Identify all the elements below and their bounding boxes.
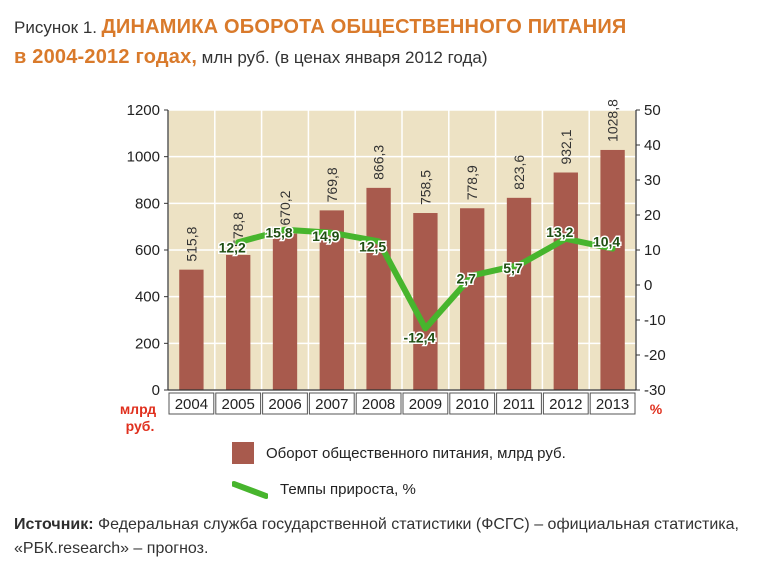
source-text: Федеральная служба государственной стати…: [14, 516, 739, 557]
x-tick-box: [168, 392, 215, 415]
x-tick-label: 2012: [549, 396, 582, 413]
growth-value-label: 15,8: [265, 225, 292, 241]
left-tick-label: 200: [135, 335, 160, 352]
x-tick-box: [355, 392, 402, 415]
right-axis-unit: %: [650, 401, 663, 417]
chart-canvas: 0 200 400 600 800 1000 1200 -30 -20 -10 0 10 20 30 40 5…: [120, 99, 666, 434]
bar-value-label: 758,5: [417, 170, 433, 205]
bar-value-label: 932,1: [558, 129, 574, 164]
x-tick-label: 2010: [456, 396, 489, 413]
bar: [413, 213, 438, 390]
left-tick-label: 0: [152, 382, 160, 399]
bar-value-label: 1028,8: [605, 99, 621, 142]
legend-item-line: Темпы прироста, %: [232, 478, 416, 500]
bar: [226, 254, 251, 390]
x-tick-label: 2007: [315, 396, 348, 413]
bar-value-label: 823,6: [511, 155, 527, 190]
bar: [460, 208, 485, 390]
x-tick-box: [542, 392, 589, 415]
right-tick-label: 20: [644, 207, 661, 224]
x-tick-label: 2011: [503, 396, 535, 413]
left-tick-label: 400: [135, 289, 160, 306]
bar: [179, 269, 204, 390]
x-tick-box: [496, 392, 542, 415]
x-tick-box: [308, 392, 355, 415]
growth-value-label: 5,7: [503, 260, 523, 276]
title-line-2: в 2004-2012 годах, млн руб. (в ценах янв…: [14, 46, 488, 69]
legend-bar-label: Оборот общественного питания, млрд руб.: [266, 444, 566, 462]
chart-unit-note: млн руб. (в ценах января 2012 года): [201, 48, 488, 67]
x-tick-box: [215, 392, 262, 415]
growth-value-label: 10,4: [593, 234, 620, 250]
left-tick-label: 1000: [127, 149, 160, 166]
x-tick-label: 2009: [409, 396, 442, 413]
right-tick-label: -20: [644, 347, 666, 364]
left-tick-label: 1200: [127, 102, 160, 119]
right-tick-label: 0: [644, 277, 652, 294]
right-tick-label: 10: [644, 242, 661, 259]
growth-value-label: 2,7: [456, 271, 476, 287]
source-note: Источник: Федеральная служба государстве…: [14, 513, 774, 561]
x-tick-label: 2008: [362, 396, 395, 413]
right-tick-label: 40: [644, 137, 661, 154]
growth-value-label: -12,4: [403, 329, 435, 345]
right-tick-label: -30: [644, 382, 666, 399]
right-tick-label: 30: [644, 172, 661, 189]
bar: [366, 187, 391, 390]
bar-value-label: 670,2: [277, 190, 293, 225]
bar-value-label: 866,3: [371, 145, 387, 180]
growth-line: [235, 226, 616, 332]
source-label: Источник:: [14, 516, 94, 533]
growth-value-label: 14,9: [312, 228, 339, 244]
chart-title: ДИНАМИКА ОБОРОТА ОБЩЕСТВЕННОГО ПИТАНИЯ: [101, 16, 627, 38]
growth-value-label: 12,2: [219, 239, 246, 255]
x-tick-box: [262, 392, 308, 415]
bar-value-label: 778,9: [464, 165, 480, 200]
bar: [272, 233, 298, 390]
x-tick-label: 2013: [596, 396, 629, 413]
legend-item-bar: Оборот общественного питания, млрд руб.: [232, 442, 566, 464]
growth-value-label: 12,5: [359, 238, 386, 254]
figure-number: Рисунок 1.: [14, 18, 98, 37]
left-tick-label: 800: [135, 195, 160, 212]
bar: [600, 149, 625, 390]
x-tick-label: 2006: [268, 396, 301, 413]
x-tick-label: 2005: [222, 396, 255, 413]
chart-title-period: в 2004-2012 годах,: [14, 46, 198, 68]
left-axis-unit-line2: руб.: [126, 418, 155, 434]
legend-line-swatch: [232, 481, 268, 499]
legend-line-label: Темпы прироста, %: [280, 480, 416, 498]
bar-value-label: 515,8: [183, 226, 199, 261]
x-tick-box: [402, 392, 449, 415]
bar: [319, 210, 344, 390]
bar-value-label: 769,8: [324, 167, 340, 202]
bar: [553, 172, 578, 390]
left-tick-label: 600: [135, 242, 160, 259]
x-tick-label: 2004: [175, 396, 208, 413]
left-axis-unit-line1: млрд: [120, 401, 156, 417]
growth-value-label: 13,2: [546, 224, 573, 240]
right-tick-label: 50: [644, 102, 661, 119]
x-tick-box: [589, 392, 636, 415]
x-tick-box: [449, 392, 496, 415]
legend-bar-swatch: [232, 442, 254, 464]
title-line-1: Рисунок 1. ДИНАМИКА ОБОРОТА ОБЩЕСТВЕННОГ…: [14, 16, 627, 39]
bar: [506, 197, 532, 390]
right-tick-label: -10: [644, 312, 666, 329]
